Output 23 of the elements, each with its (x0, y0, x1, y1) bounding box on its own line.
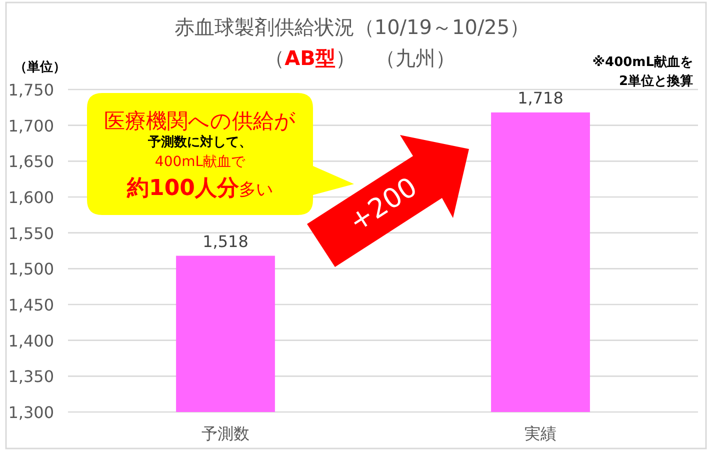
annotation: 医療機関への供給が (104, 109, 296, 133)
y-tick-label: 1,500 (8, 260, 54, 279)
text: ※400mL献血を (592, 55, 693, 70)
y-tick-label: 1,300 (8, 403, 54, 422)
y-axis-title: （単位） (14, 60, 66, 75)
y-tick-label: 1,650 (8, 152, 54, 172)
y-tick-label: 1,350 (8, 367, 54, 386)
y-tick-label: 1,450 (8, 296, 54, 314)
y-tick-label: 1,400 (8, 331, 54, 350)
data-label: 1,518 (202, 232, 248, 251)
chart-title: 赤血球製剤供給状況（10/19～10/25） (174, 15, 530, 39)
x-tick-label: 実績 (524, 424, 556, 443)
y-tick-label: 1,750 (8, 80, 54, 100)
annotation: 予測数に対して、 (147, 134, 252, 150)
chart-subtitle: （AB型） （九州） (264, 46, 456, 70)
y-tick-label: 1,600 (8, 188, 54, 207)
text: 2単位と換算 (618, 74, 693, 89)
x-tick-label: 予測数 (202, 424, 250, 443)
data-label: 1,718 (518, 88, 564, 108)
annotation: 約100人分多い (126, 176, 273, 201)
annotation: 400mL献血で (154, 154, 246, 170)
y-tick-label: 1,550 (8, 224, 54, 243)
y-tick-label: 1,700 (8, 116, 54, 136)
